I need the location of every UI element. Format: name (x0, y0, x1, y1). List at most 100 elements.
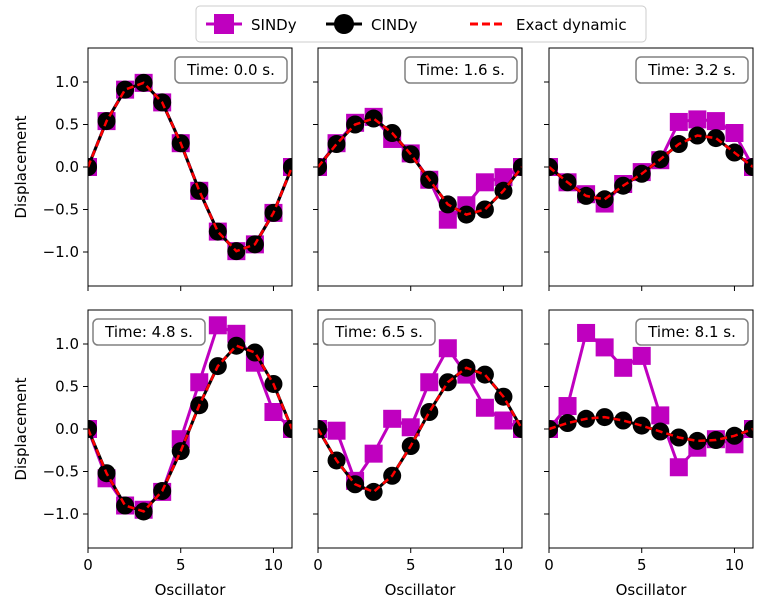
time-annotation: Time: 6.5 s. (322, 318, 436, 346)
sindy-marker (208, 316, 227, 335)
cindy-marker (632, 416, 651, 435)
cindy-marker (116, 80, 135, 99)
cindy-marker (116, 496, 135, 515)
x-tick-label: 10 (725, 556, 744, 574)
cindy-marker (549, 158, 558, 176)
cindy-marker (558, 414, 577, 433)
sindy-marker (577, 323, 596, 342)
y-tick-label: 1.0 (55, 73, 79, 91)
y-tick-label: 0.5 (55, 378, 79, 396)
sindy-marker (438, 210, 457, 229)
subplot-3: Time: 3.2 s. (544, 47, 754, 291)
y-tick-label: −1.0 (43, 505, 79, 523)
y-axis-label: Displacement (12, 377, 30, 480)
time-box (635, 318, 749, 346)
cindy-marker (190, 181, 209, 200)
time-label: Time: 3.2 s. (647, 61, 736, 79)
y-tick-label: −0.5 (43, 201, 79, 219)
x-tick-label: 5 (176, 556, 186, 574)
subplot-4: 0 5 10 −1.0 −0.5 0.0 0.5 1.0 Oscillator Displacem… (12, 309, 293, 599)
legend-label-cindy: CINDy (371, 16, 418, 34)
cindy-marker (744, 420, 753, 438)
sindy-marker (595, 338, 614, 357)
sindy-marker (475, 173, 494, 192)
y-tick-label: −0.5 (43, 463, 79, 481)
time-annotation: Time: 8.1 s. (635, 318, 749, 346)
plot-area (318, 107, 522, 229)
sindy-marker (494, 411, 513, 430)
sindy-marker (725, 124, 744, 142)
subplot-5: 0 5 10 Oscillator Time: 6.5 s. (313, 309, 523, 599)
y-tick-label: 1.0 (55, 335, 79, 353)
x-tick-label: 0 (313, 556, 323, 574)
time-annotation: Time: 4.8 s. (92, 318, 206, 346)
time-annotation: Time: 0.0 s. (174, 56, 288, 84)
sindy-marker (558, 397, 577, 416)
sindy-marker (475, 398, 494, 417)
y-axis-label: Displacement (12, 115, 30, 218)
time-label: Time: 8.1 s. (647, 323, 736, 341)
x-tick-label: 5 (637, 556, 647, 574)
sindy-marker (632, 346, 651, 365)
plot-area (549, 323, 753, 477)
legend-entry-sindy: SINDy (206, 14, 297, 34)
legend-circle-marker (334, 14, 354, 34)
sindy-marker (614, 358, 633, 377)
y-tick-label: 0.0 (55, 420, 79, 438)
legend-label-sindy: SINDy (251, 16, 297, 34)
plot-area (88, 73, 292, 261)
x-axis-label: Oscillator (385, 581, 457, 599)
x-axis-label: Oscillator (616, 581, 688, 599)
x-tick-label: 0 (83, 556, 93, 574)
cindy-marker (475, 200, 494, 219)
sindy-marker (364, 444, 383, 463)
sindy-marker (438, 339, 457, 358)
exact-line (549, 415, 753, 443)
sindy-marker (327, 421, 346, 440)
sindy-marker (669, 112, 688, 131)
plot-area (549, 110, 753, 213)
time-annotation: Time: 3.2 s. (635, 56, 749, 84)
cindy-marker (475, 365, 494, 384)
time-box (404, 56, 518, 84)
sindy-marker (401, 418, 420, 437)
sindy-marker (651, 406, 670, 425)
sindy-marker (706, 112, 725, 131)
sindy-marker (383, 409, 402, 428)
time-box (322, 318, 436, 346)
exact-line (549, 134, 753, 201)
y-tick-label: 0.0 (55, 158, 79, 176)
cindy-marker (549, 420, 558, 438)
cindy-marker (364, 109, 383, 128)
sindy-marker (420, 373, 439, 392)
time-box (635, 56, 749, 84)
subplot-1: −1.0 −0.5 0.0 0.5 1.0 Displacement Time: 0.0 s… (12, 47, 293, 291)
time-label: Time: 6.5 s. (334, 323, 423, 341)
exact-line (318, 366, 522, 494)
x-tick-label: 10 (494, 556, 513, 574)
legend-square-marker (214, 14, 234, 34)
cindy-marker (420, 403, 439, 421)
y-tick-label: 0.5 (55, 116, 79, 134)
cindy-marker (364, 482, 383, 501)
time-label: Time: 1.6 s. (416, 61, 505, 79)
sindy-marker (669, 458, 688, 477)
cindy-marker (688, 431, 707, 450)
x-tick-label: 10 (264, 556, 283, 574)
exact-line (318, 117, 522, 216)
sindy-marker (494, 168, 513, 187)
plot-area (318, 339, 522, 501)
time-box (174, 56, 288, 84)
legend-entry-exact: Exact dynamic (470, 16, 627, 34)
subplot-grid: −1.0 −0.5 0.0 0.5 1.0 Displacement Time: 0.0 s… (12, 47, 754, 599)
time-label: Time: 4.8 s. (104, 323, 193, 341)
legend-entry-cindy: CINDy (326, 14, 418, 34)
legend-frame (195, 5, 647, 43)
time-box (92, 318, 206, 346)
time-annotation: Time: 1.6 s. (404, 56, 518, 84)
y-tick-label: −1.0 (43, 243, 79, 261)
cindy-marker (245, 343, 264, 362)
plot-area (88, 316, 292, 521)
subplot-6: 0 5 10 Oscillator Time: 8.1 s. (544, 309, 754, 599)
